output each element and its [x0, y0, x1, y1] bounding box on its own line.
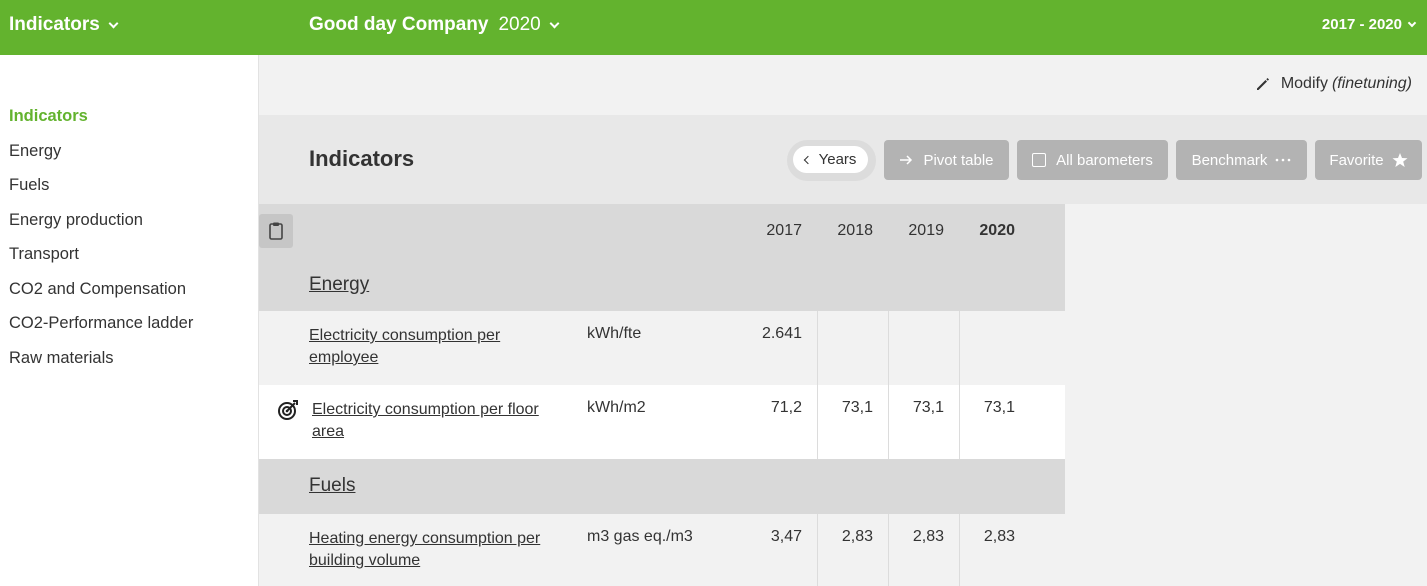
- year-header-2019: 2019: [908, 222, 944, 239]
- year-header-2017: 2017: [766, 222, 802, 239]
- all-barometers-button[interactable]: All barometers: [1017, 140, 1168, 180]
- value-cell: 2.641: [761, 325, 802, 342]
- sidebar-item-indicators[interactable]: Indicators: [9, 107, 88, 125]
- section-row: Fuels: [259, 459, 1065, 514]
- sidebar-item-transport[interactable]: Transport: [9, 245, 79, 263]
- target-icon[interactable]: [277, 399, 299, 421]
- module-selector[interactable]: Indicators: [9, 14, 119, 36]
- company-year: 2020: [498, 14, 541, 35]
- sidebar-item-raw-materials[interactable]: Raw materials: [9, 348, 114, 367]
- value-cell: 3,47: [770, 528, 802, 545]
- star-icon: [1392, 152, 1408, 168]
- checkbox-icon: [1032, 153, 1047, 167]
- sidebar-item-energy[interactable]: Energy: [9, 141, 62, 160]
- benchmark-label: Benchmark: [1191, 151, 1268, 169]
- pivot-table-label: Pivot table: [923, 151, 994, 169]
- indicator-unit: kWh/m2: [587, 399, 646, 416]
- years-label: Years: [818, 151, 857, 168]
- favorite-label: Favorite: [1329, 151, 1384, 169]
- value-cell: 2,83: [841, 528, 873, 545]
- chevron-down-icon: [1407, 18, 1417, 27]
- indicator-unit: m3 gas eq./m3: [587, 528, 693, 545]
- value-cell: 73,1: [841, 399, 873, 416]
- modify-link[interactable]: Modify (finetuning): [1255, 75, 1412, 93]
- sidebar-item-fuels[interactable]: Fuels: [9, 176, 50, 194]
- table-row: Electricity consumption per floor area k…: [259, 385, 1065, 459]
- indicator-name-link[interactable]: Heating energy consumption per building …: [309, 530, 541, 569]
- module-label: Indicators: [9, 14, 100, 35]
- sidebar-item-co2-compensation[interactable]: CO2 and Compensation: [9, 279, 187, 298]
- indicators-header: Indicators Years Pivot table All baromet…: [259, 115, 1427, 204]
- pivot-table-button[interactable]: Pivot table: [884, 140, 1009, 180]
- period-label: 2017 - 2020: [1321, 16, 1402, 33]
- section-energy-link[interactable]: Energy: [309, 274, 370, 295]
- period-selector[interactable]: 2017 - 2020: [1321, 16, 1417, 33]
- value-cell: 71,2: [770, 399, 802, 416]
- clipboard-icon: [269, 222, 283, 240]
- chevron-down-icon: [549, 18, 560, 28]
- value-cell: 2,83: [983, 528, 1015, 545]
- years-button[interactable]: Years: [793, 146, 868, 173]
- indicator-name-link[interactable]: Electricity consumption per employee: [309, 327, 501, 366]
- all-barometers-label: All barometers: [1056, 151, 1153, 169]
- page-title: Indicators: [309, 146, 415, 171]
- indicators-table: 2017 2018 2019 2020 Energy Electricity c…: [259, 204, 1065, 586]
- value-cell: 2,83: [912, 528, 944, 545]
- benchmark-button[interactable]: Benchmark: [1176, 140, 1307, 180]
- chevron-down-icon: [108, 18, 119, 28]
- ellipsis-icon: [1275, 158, 1291, 162]
- indicator-unit: kWh/fte: [587, 325, 642, 342]
- section-fuels-link[interactable]: Fuels: [309, 475, 356, 496]
- top-bar: Indicators Good day Company 2020 2017 - …: [0, 0, 1427, 55]
- company-name: Good day Company: [309, 14, 489, 35]
- years-toggle: Years: [787, 140, 876, 181]
- company-selector[interactable]: Good day Company 2020: [309, 14, 560, 36]
- clipboard-button[interactable]: [259, 214, 293, 248]
- sidebar-item-energy-production[interactable]: Energy production: [9, 210, 143, 229]
- value-cell: 73,1: [983, 399, 1015, 416]
- main-content: Modify (finetuning) Indicators Years Piv…: [259, 55, 1427, 586]
- arrow-right-icon: [899, 154, 913, 166]
- table-row: Heating energy consumption per building …: [259, 514, 1065, 586]
- indicator-name-link[interactable]: Electricity consumption per floor area: [312, 401, 539, 440]
- chevron-left-icon: [803, 155, 812, 164]
- favorite-button[interactable]: Favorite: [1315, 140, 1422, 180]
- sidebar-item-co2-performance-ladder[interactable]: CO2-Performance ladder: [9, 314, 194, 332]
- table-header: 2017 2018 2019 2020 Energy: [259, 204, 1065, 311]
- modify-sublabel: (finetuning): [1331, 75, 1412, 92]
- sidebar-menu: Indicators Energy Fuels Energy productio…: [0, 55, 258, 381]
- pencil-icon: [1256, 78, 1269, 90]
- sidebar: Indicators Energy Fuels Energy productio…: [0, 55, 259, 586]
- modify-label: Modify: [1280, 75, 1328, 92]
- table-row: Electricity consumption per employee kWh…: [259, 311, 1065, 385]
- year-header-2020: 2020: [979, 222, 1015, 239]
- value-cell: 73,1: [912, 399, 944, 416]
- year-header-2018: 2018: [837, 222, 873, 239]
